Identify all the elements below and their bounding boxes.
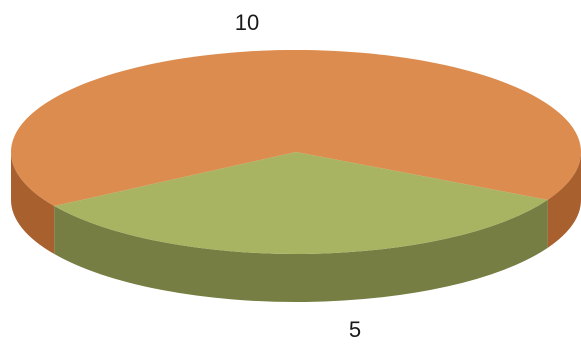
pie-slice-side-1 (547, 152, 581, 248)
pie-sides (11, 152, 581, 302)
pie-slice-1 (11, 50, 581, 207)
pie-slice-2 (54, 152, 548, 255)
data-label-slice-1: 10 (235, 10, 259, 35)
pie-slice-side-2 (54, 199, 548, 302)
data-label-slice-2: 5 (349, 317, 361, 342)
pie-slice-side-1 (11, 152, 55, 255)
pie-tops (11, 50, 581, 255)
